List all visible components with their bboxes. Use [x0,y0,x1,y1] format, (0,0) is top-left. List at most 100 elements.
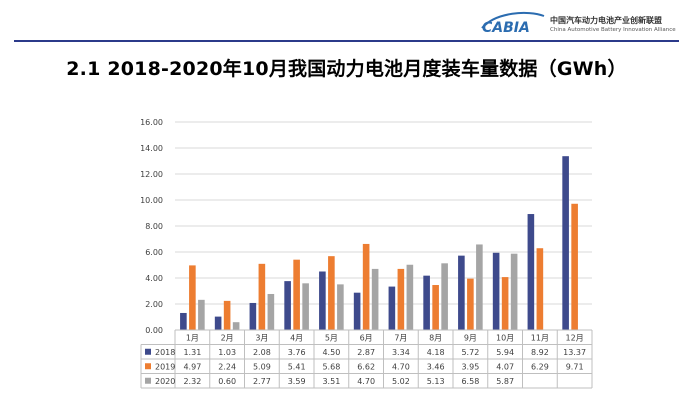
data-label-2019-4: 5.41 [288,362,306,371]
bar-2019-5 [328,256,335,330]
bar-2018-6 [353,292,361,330]
data-label-2018-10: 5.94 [496,348,514,357]
legend-swatch-2020 [145,377,151,384]
bar-2019-9 [467,278,474,330]
data-label-2020-8: 5.13 [427,377,445,386]
data-label-2018-3: 2.08 [253,348,271,357]
data-label-2019-1: 4.97 [183,362,201,371]
data-label-2020-3: 2.77 [253,377,271,386]
data-label-2018-1: 1.31 [183,348,201,357]
cabia-logo-mark: CABIA [481,11,545,36]
data-label-2020-7: 5.02 [392,377,410,386]
bar-2020-10 [510,253,518,330]
org-name-cn: 中国汽车动力电池产业创新联盟 [550,16,662,25]
bar-2018-5 [319,271,326,330]
legend-label-2020: 2020 [155,377,175,386]
x-tick-label-9: 9月 [464,334,477,343]
x-tick-label-5: 5月 [325,334,338,343]
data-label-2018-9: 5.72 [461,348,479,357]
org-name-en: China Automotive Battery Innovation Alli… [550,27,676,33]
y-tick-label: 4.00 [145,274,163,283]
page-title: 2.1 2018-2020年10月我国动力电池月度装车量数据（GWh） [66,58,627,80]
bar-2019-11 [536,248,544,330]
logo-text: CABIA [482,20,530,36]
y-tick-label: 16.00 [140,118,163,127]
data-label-2019-9: 3.95 [461,362,479,371]
bar-2020-4 [302,283,309,330]
legend-swatch-2018 [145,348,151,355]
data-label-2018-11: 8.92 [531,348,549,357]
bar-2018-4 [284,281,291,330]
data-label-2019-12: 9.71 [566,362,584,371]
bar-2019-1 [189,265,196,330]
data-label-2018-12: 13.37 [563,348,586,357]
bar-2018-3 [249,302,257,330]
data-label-2020-10: 5.87 [496,377,514,386]
data-label-2019-6: 6.62 [357,362,375,371]
y-tick-label: 10.00 [140,196,163,205]
x-tick-label-6: 6月 [360,334,373,343]
data-label-2020-9: 6.58 [461,377,479,386]
legend-label-2018: 2018 [155,348,175,357]
data-label-2018-5: 4.50 [322,348,340,357]
legend-label-2019: 2019 [155,362,175,371]
x-tick-label-11: 11月 [531,334,549,343]
bar-2018-7 [388,286,396,330]
x-tick-label-7: 7月 [394,334,407,343]
y-tick-label: 14.00 [140,144,163,153]
bar-2020-7 [406,264,414,330]
cabia-logo: CABIA 中国汽车动力电池产业创新联盟 China Automotive Ba… [478,8,678,40]
bar-2018-2 [214,316,222,330]
header-rule [14,40,679,42]
x-tick-label-2: 2月 [221,334,234,343]
y-tick-label: 6.00 [145,248,163,257]
bar-2019-8 [432,285,439,330]
data-label-2019-3: 5.09 [253,362,271,371]
y-tick-label: 2.00 [145,300,163,309]
x-tick-label-3: 3月 [255,334,268,343]
bar-2019-6 [362,243,370,330]
bar-2019-3 [258,263,266,330]
data-label-2018-6: 2.87 [357,348,375,357]
x-tick-label-10: 10月 [496,334,514,343]
y-tick-label: 0.00 [145,326,163,335]
bar-2018-9 [458,255,465,330]
data-label-2020-2: 0.60 [218,377,236,386]
bar-2019-2 [223,300,231,330]
bar-2020-6 [371,268,379,330]
y-tick-label: 12.00 [140,170,163,179]
bar-2019-12 [571,203,578,330]
data-label-2018-2: 1.03 [218,348,236,357]
bar-2020-1 [198,299,205,330]
bar-2020-5 [337,284,344,330]
bar-2019-10 [501,277,509,330]
data-label-2020-1: 2.32 [183,377,201,386]
data-label-2019-7: 4.70 [392,362,410,371]
data-label-2018-4: 3.76 [288,348,306,357]
x-tick-label-12: 12月 [566,334,584,343]
bar-2019-4 [293,259,300,330]
bar-2018-10 [492,252,500,330]
data-label-2018-7: 3.34 [392,348,410,357]
bar-2018-1 [180,312,187,330]
bar-2018-12 [562,156,569,330]
data-label-2019-5: 5.68 [322,362,340,371]
data-label-2020-5: 3.51 [322,377,340,386]
data-label-2019-11: 6.29 [531,362,549,371]
y-tick-label: 8.00 [145,222,163,231]
x-tick-label-8: 8月 [429,334,442,343]
bar-2018-8 [423,275,430,330]
bar-2019-7 [397,268,405,330]
bar-2018-11 [527,214,535,330]
data-label-2020-6: 4.70 [357,377,375,386]
data-label-2018-8: 4.18 [427,348,445,357]
data-label-2020-4: 3.59 [288,377,306,386]
x-tick-label-4: 4月 [290,334,303,343]
legend-swatch-2019 [145,363,151,370]
data-label-2019-10: 4.07 [496,362,514,371]
bar-2020-9 [476,244,483,330]
x-tick-label-1: 1月 [186,334,199,343]
data-label-2019-2: 2.24 [218,362,236,371]
bar-2020-2 [232,322,240,330]
